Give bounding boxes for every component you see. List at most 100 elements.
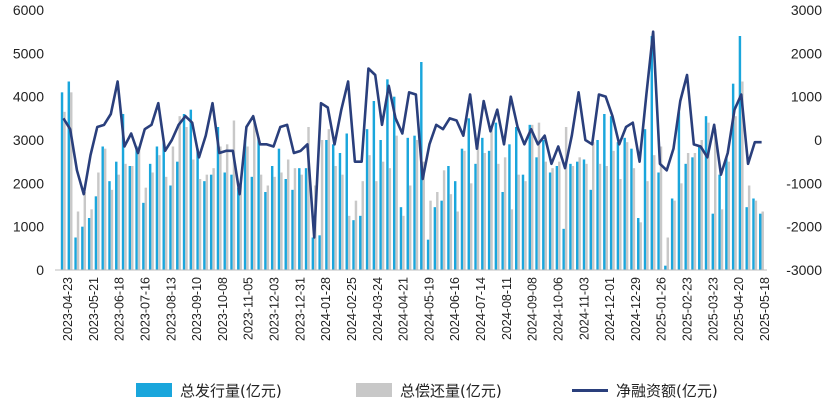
bar-repayment xyxy=(192,159,195,270)
bar-repayment xyxy=(76,211,80,270)
bar-repayment xyxy=(761,211,764,270)
bar-issuance xyxy=(257,137,260,270)
bar-repayment xyxy=(368,155,371,270)
legend: 总发行量(亿元) 总偿还量(亿元) 净融资额(亿元) xyxy=(0,375,827,405)
left-tick-label: 0 xyxy=(36,262,44,278)
bar-repayment xyxy=(103,148,107,270)
bar-issuance xyxy=(359,215,362,270)
bar-issuance xyxy=(576,161,579,270)
x-tick-label: 2023-09-10 xyxy=(190,277,204,341)
bar-repayment xyxy=(571,166,575,270)
bar-issuance xyxy=(223,172,226,270)
legend-label-repayment: 总偿还量(亿元) xyxy=(400,381,502,400)
bar-issuance xyxy=(284,179,287,270)
bar-issuance xyxy=(142,202,145,270)
bar-issuance xyxy=(460,148,464,270)
bar-issuance xyxy=(162,142,165,270)
bar-repayment xyxy=(286,159,290,270)
bar-repayment xyxy=(619,179,622,270)
bar-issuance xyxy=(725,157,728,270)
bar-repayment xyxy=(273,176,276,270)
bar-issuance xyxy=(467,118,470,270)
right-tick-label: -1000 xyxy=(786,175,822,191)
bar-issuance xyxy=(718,174,721,270)
bar-issuance xyxy=(243,140,247,270)
line-net-financing xyxy=(62,30,762,239)
bar-repayment xyxy=(307,127,310,270)
bar-repayment xyxy=(659,146,663,270)
x-tick-label: 2024-12-29 xyxy=(629,277,643,341)
bar-repayment xyxy=(232,120,236,270)
bar-issuance xyxy=(365,129,369,270)
bar-issuance xyxy=(609,116,613,270)
bar-issuance xyxy=(494,122,498,270)
right-axis: -3000 -2000 -1000 0 1000 2000 3000 xyxy=(786,2,822,278)
bar-issuance xyxy=(603,114,606,270)
legend-item-repayment: 总偿还量(亿元) xyxy=(356,379,502,401)
bar-repayment xyxy=(666,237,670,270)
bar-repayment xyxy=(524,181,527,270)
left-tick-label: 2000 xyxy=(13,175,44,191)
left-tick-label: 4000 xyxy=(13,89,44,105)
bar-repayment xyxy=(585,163,588,270)
bar-issuance xyxy=(121,114,125,270)
bar-repayment xyxy=(442,170,446,270)
bar-issuance xyxy=(630,148,633,270)
bar-issuance xyxy=(338,153,342,270)
bar-repayment xyxy=(347,215,351,270)
bar-issuance xyxy=(555,166,559,270)
bar-repayment xyxy=(327,129,331,270)
bar-repayment xyxy=(212,168,215,270)
bar-issuance xyxy=(616,142,620,270)
bar-repayment xyxy=(754,200,758,270)
bar-issuance xyxy=(128,166,132,270)
bar-issuance xyxy=(372,101,376,270)
bar-repayment xyxy=(693,153,697,270)
bar-issuance xyxy=(169,185,172,270)
bar-issuance xyxy=(291,189,294,270)
bar-repayment xyxy=(727,161,731,270)
bar-issuance xyxy=(453,181,457,270)
bar-repayment xyxy=(741,81,744,270)
bar-repayment xyxy=(164,176,168,270)
bar-repayment xyxy=(70,92,73,270)
legend-item-net-financing: 净融资额(亿元) xyxy=(572,379,718,401)
bar-issuance xyxy=(413,135,416,270)
bar-repayment xyxy=(490,127,493,270)
bar-issuance xyxy=(752,198,755,270)
legend-label-net-financing: 净融资额(亿元) xyxy=(616,381,718,400)
bar-repayment xyxy=(266,185,270,270)
bar-repayment xyxy=(225,144,229,270)
bar-repayment xyxy=(558,161,561,270)
bar-issuance xyxy=(94,196,98,270)
bar-repayment xyxy=(510,209,514,270)
bar-repayment xyxy=(117,174,120,270)
bar-repayment xyxy=(476,142,480,270)
bar-issuance xyxy=(216,127,220,270)
bar-repayment xyxy=(653,155,656,270)
bar-repayment xyxy=(503,157,507,270)
bar-repayment xyxy=(110,189,114,270)
right-tick-label: 3000 xyxy=(791,2,822,18)
bar-repayment xyxy=(246,146,249,270)
bar-issuance xyxy=(135,146,138,270)
bar-issuance xyxy=(230,174,233,270)
bar-issuance xyxy=(74,237,77,270)
bar-issuance xyxy=(677,111,681,270)
bar-repayment xyxy=(334,166,337,270)
x-tick-label: 2023-04-23 xyxy=(61,277,75,341)
bar-issuance xyxy=(406,137,409,270)
left-tick-label: 3000 xyxy=(13,132,44,148)
bar-issuance xyxy=(745,207,748,270)
x-tick-label: 2023-11-05 xyxy=(242,277,256,340)
bar-issuance xyxy=(331,144,335,270)
bar-repayment xyxy=(551,168,554,270)
bar-repayment xyxy=(151,172,154,270)
bar-repayment xyxy=(449,194,453,270)
bar-repayment xyxy=(137,146,141,270)
bar-repayment xyxy=(605,166,608,270)
bar-repayment xyxy=(564,127,568,270)
bar-issuance xyxy=(182,114,186,270)
bar-issuance xyxy=(325,140,328,270)
